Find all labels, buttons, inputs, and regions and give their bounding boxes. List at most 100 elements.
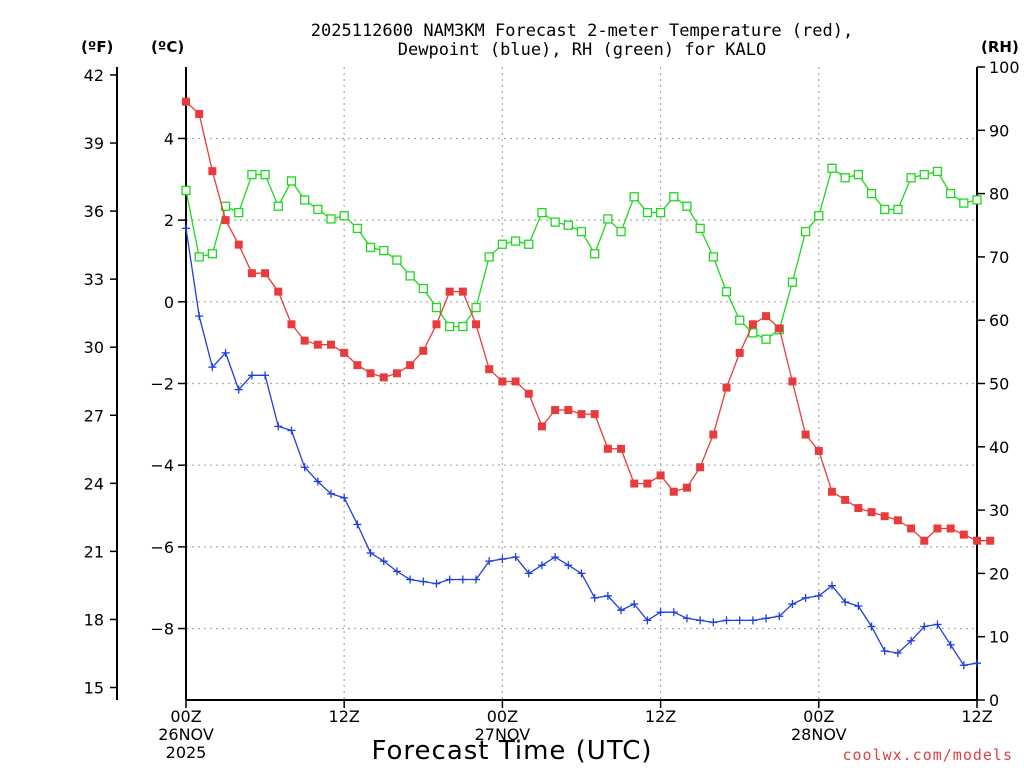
c-tick-label: 0 [164, 293, 174, 312]
rh-point [247, 169, 257, 180]
2-meter-temperature-point [340, 348, 349, 357]
2-meter-temperature-point [551, 406, 560, 415]
rh-point [181, 185, 191, 196]
2-meter-temperature-point [682, 483, 691, 492]
dewpoint-point [485, 557, 494, 566]
f-tick-label: 21 [84, 542, 104, 561]
2-meter-temperature-point [498, 377, 507, 386]
2-meter-temperature-point [445, 287, 454, 296]
dewpoint-point [511, 553, 520, 562]
dewpoint-point [893, 649, 902, 658]
dewpoint-point [287, 426, 296, 435]
2-meter-temperature-point [867, 508, 876, 517]
rh-tick-label: 40 [989, 438, 1009, 457]
dewpoint-point [445, 575, 454, 584]
dewpoint-point [801, 593, 810, 602]
2-meter-temperature-point [406, 361, 415, 370]
dewpoint-point [590, 593, 599, 602]
rh-point [893, 204, 903, 215]
2-meter-temperature-point [208, 167, 217, 176]
rh-point [761, 334, 771, 344]
rh-tick-label: 100 [989, 58, 1020, 77]
dewpoint-point [973, 659, 981, 668]
dewpoint-point [630, 600, 639, 609]
f-tick-label: 39 [84, 134, 104, 153]
rh-tick-label: 90 [989, 121, 1009, 140]
2-meter-temperature-point [379, 373, 388, 382]
dewpoint-point [959, 661, 968, 670]
2-meter-temperature-point [300, 336, 309, 345]
x-tick-label: 2025 [166, 743, 207, 762]
x-tick-label: 00Z [170, 707, 201, 726]
rh-point [695, 223, 705, 234]
2-meter-temperature-point [841, 495, 850, 504]
x-tick-label: 28NOV [791, 725, 847, 744]
2-meter-temperature-point [458, 287, 467, 296]
2-meter-temperature-point [182, 97, 190, 106]
2-meter-temperature-point [946, 524, 955, 533]
dewpoint-point [392, 567, 401, 576]
rh-point [207, 249, 218, 259]
rh-point [735, 315, 745, 325]
dewpoint-point [406, 575, 415, 584]
x-axis-label: Forecast Time (UTC) [371, 736, 652, 766]
c-tick-label: 2 [164, 211, 174, 230]
dewpoint-point [907, 636, 916, 645]
dewpoint-point [300, 463, 309, 472]
2-meter-temperature-point [564, 406, 573, 415]
rh-point [603, 214, 613, 224]
2-meter-temperature-point [973, 536, 981, 545]
2-meter-temperature-point [511, 377, 520, 386]
dewpoint-point [379, 557, 388, 566]
rh-point [484, 252, 494, 262]
2-meter-temperature-point [392, 369, 401, 378]
2-meter-temperature-point [537, 422, 546, 431]
x-tick-label: 00Z [487, 707, 518, 726]
2-meter-temperature-point [801, 430, 810, 439]
dewpoint-point [841, 597, 850, 606]
2-meter-temperature-point [524, 389, 533, 398]
rh-tick-label: 30 [989, 501, 1009, 520]
rh-point [669, 192, 679, 202]
dewpoint-point [748, 616, 757, 625]
dewpoint-point [682, 614, 691, 623]
rh-point [445, 321, 455, 332]
rh-point [787, 277, 798, 287]
rh-point [721, 287, 732, 297]
2-meter-temperature-point [893, 516, 902, 525]
rh-tick-label: 0 [989, 691, 999, 710]
rh-tick-label: 80 [989, 185, 1009, 204]
rh-point [682, 201, 692, 211]
x-tick-label: 26NOV [158, 725, 214, 744]
rh-point [260, 169, 270, 180]
dewpoint-point [195, 312, 204, 321]
rh-point [550, 217, 560, 227]
chart-title-line2: Dewpoint (blue), RH (green) for KALO [398, 40, 766, 60]
dewpoint-point [419, 577, 428, 586]
x-tick-label: 12Z [961, 707, 992, 726]
rh-point [431, 302, 442, 313]
dewpoint-point [458, 575, 467, 584]
2-meter-temperature-point [577, 410, 586, 419]
c-tick-label: 4 [164, 129, 174, 148]
2-meter-temperature-point [669, 487, 678, 496]
x-tick-label: 12Z [645, 707, 676, 726]
rh-tick-label: 20 [989, 564, 1009, 583]
dewpoint-point [340, 493, 349, 502]
2-meter-temperature-point [709, 430, 718, 439]
c-tick-label: −4 [150, 456, 174, 475]
rh-point [972, 195, 982, 205]
2-meter-temperature-point [775, 324, 784, 333]
dewpoint-point [854, 602, 863, 611]
2-meter-temperature-point [485, 365, 494, 374]
dewpoint-point [432, 579, 441, 588]
dewpoint-point [696, 616, 705, 625]
dewpoint-point [182, 224, 190, 233]
dewpoint-point [722, 616, 731, 625]
2-meter-temperature-point [788, 377, 797, 386]
rh-point [563, 220, 573, 230]
c-tick-label: −6 [150, 538, 174, 557]
c-tick-label: −8 [150, 620, 174, 639]
celsius-unit-label: (ºC) [151, 38, 184, 56]
2-meter-temperature-point [722, 383, 731, 392]
